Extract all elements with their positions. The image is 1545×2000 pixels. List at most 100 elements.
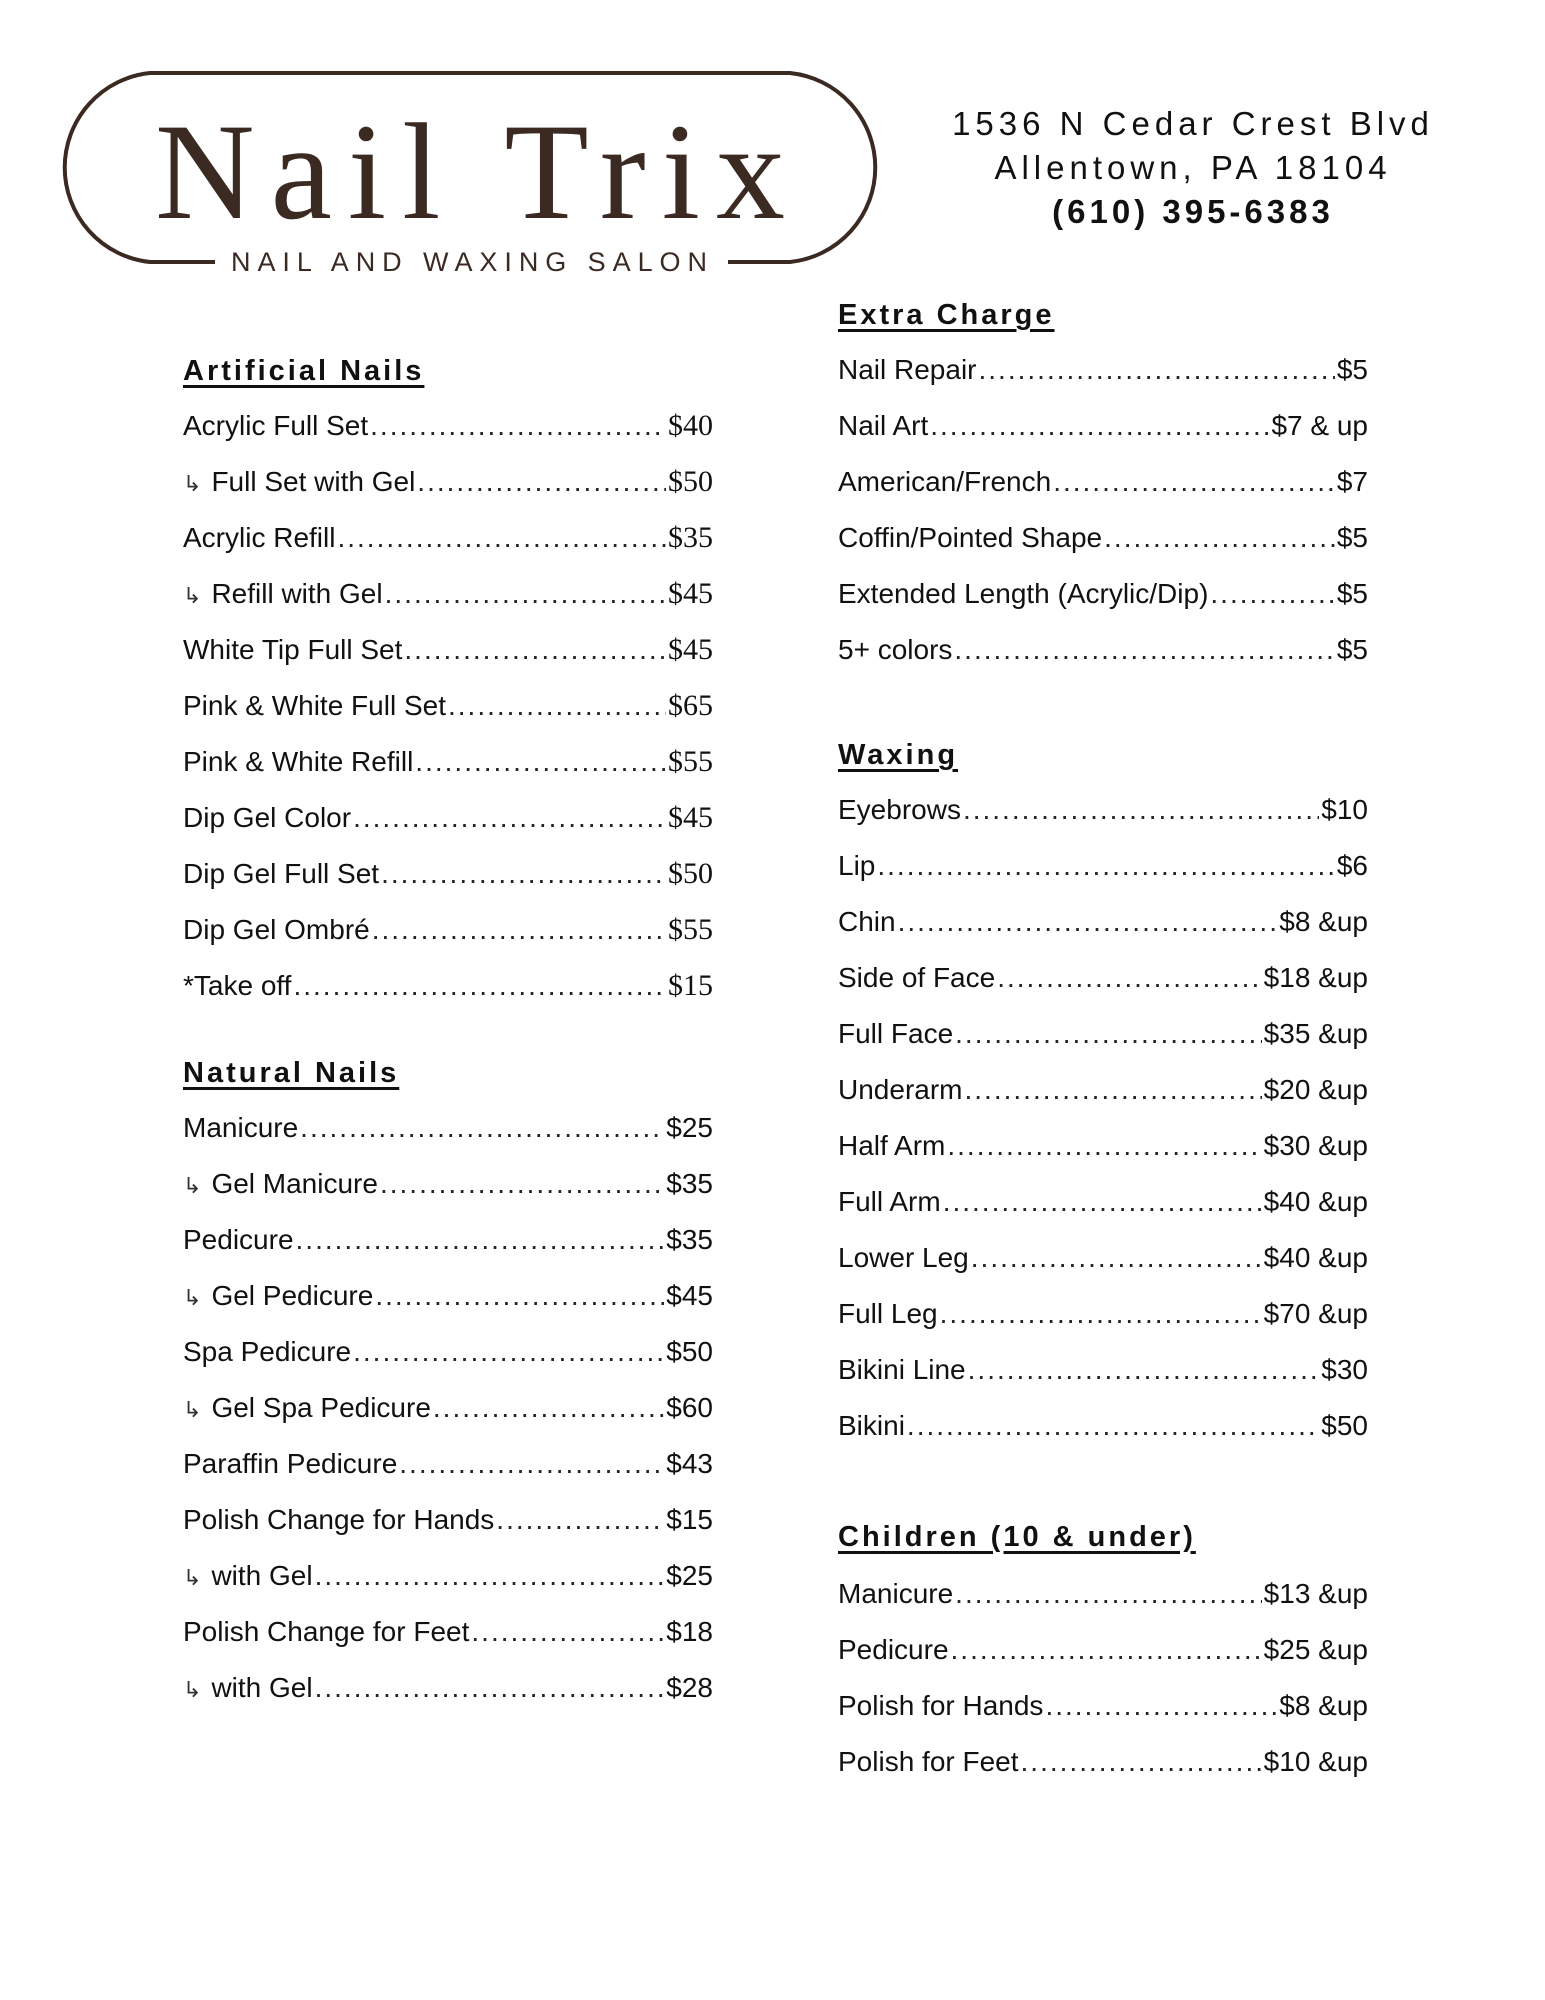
item-price: $45 <box>668 633 713 666</box>
item-price: $15 <box>668 969 713 1002</box>
address-block: 1536 N Cedar Crest Blvd Allentown, PA 18… <box>900 102 1486 234</box>
item-label: Coffin/Pointed Shape <box>838 522 1103 553</box>
item-price: $8 &up <box>1279 906 1368 937</box>
menu-item: Lip $6 <box>838 838 1368 894</box>
menu-item: Extended Length (Acrylic/Dip) $5 <box>838 566 1368 622</box>
item-label: Extended Length (Acrylic/Dip) <box>838 578 1209 609</box>
item-label: Dip Gel Color <box>183 802 352 833</box>
item-label: Pink & White Full Set <box>183 690 446 721</box>
item-label: Gel Manicure <box>211 1168 378 1199</box>
dot-leader <box>964 1062 1261 1118</box>
item-label: Polish Change for Feet <box>183 1616 470 1647</box>
menu-item: Underarm $20 &up <box>838 1062 1368 1118</box>
item-label: Bikini Line <box>838 1354 966 1385</box>
section-artificial-nails: Artificial Nails Acrylic Full Set $40 ↳ Full… <box>183 351 713 1002</box>
item-price: $15 <box>666 1504 713 1535</box>
section-children: Children (10 & under) Manicure $13 &up Pedi… <box>838 1517 1368 1777</box>
item-label: Polish Change for Hands <box>183 1504 495 1535</box>
item-label: *Take off <box>183 970 292 1001</box>
item-price: $18 <box>666 1616 713 1647</box>
item-price: $70 &up <box>1263 1298 1368 1329</box>
dot-leader <box>1104 510 1335 566</box>
item-label: Dip Gel Ombré <box>183 914 370 945</box>
section-natural-nails: Natural Nails Manicure $25 ↳ Gel Manicure $35… <box>183 1053 713 1703</box>
section-title: Children (10 & under) <box>838 1521 1196 1553</box>
item-price: $10 <box>1321 794 1368 825</box>
item-label: Eyebrows <box>838 794 961 825</box>
arrow-down-right-icon: ↳ <box>183 472 202 497</box>
section-waxing: Waxing Eyebrows $10 Lip $6 Chin $8 &up Side of … <box>838 735 1368 1441</box>
dot-leader <box>353 790 666 846</box>
menu-item: Dip Gel Full Set $50 <box>183 846 713 902</box>
item-label: with Gel <box>211 1560 313 1591</box>
item-label: Manicure <box>838 1578 954 1609</box>
arrow-down-right-icon: ↳ <box>183 1398 202 1423</box>
dot-leader <box>1210 566 1334 622</box>
item-price: $40 <box>668 409 713 442</box>
item-label: Nail Art <box>838 410 929 441</box>
item-price: $13 &up <box>1263 1578 1368 1609</box>
menu-item: ↳ with Gel $28 <box>183 1660 713 1716</box>
item-label: 5+ colors <box>838 634 953 665</box>
dot-leader <box>385 566 666 622</box>
dot-leader <box>375 1268 664 1324</box>
arrow-down-right-icon: ↳ <box>183 1174 202 1199</box>
dot-leader <box>930 398 1269 454</box>
dot-leader <box>300 1100 664 1156</box>
item-price: $65 <box>668 689 713 722</box>
menu-item: Polish for Feet $10 &up <box>838 1734 1368 1790</box>
menu-item: Spa Pedicure $50 <box>183 1324 713 1380</box>
menu-item: Polish Change for Hands $15 <box>183 1492 713 1548</box>
item-label: Dip Gel Full Set <box>183 858 380 889</box>
item-price: $7 & up <box>1271 410 1368 441</box>
item-price: $6 <box>1336 850 1368 881</box>
dot-leader <box>951 1622 1262 1678</box>
item-label: Pedicure <box>838 1634 949 1665</box>
dot-leader <box>877 838 1334 894</box>
item-label: Paraffin Pedicure <box>183 1448 398 1479</box>
menu-item: Eyebrows $10 <box>838 782 1368 838</box>
item-price: $8 &up <box>1279 1690 1368 1721</box>
dot-leader <box>907 1398 1319 1454</box>
item-label: Underarm <box>838 1074 963 1105</box>
arrow-down-right-icon: ↳ <box>183 584 202 609</box>
dot-leader <box>433 1380 664 1436</box>
menu-item: Polish Change for Feet $18 <box>183 1604 713 1660</box>
dot-leader <box>370 398 666 454</box>
item-price: $50 <box>668 857 713 890</box>
menu-item: Bikini Line $30 <box>838 1342 1368 1398</box>
menu-item: Full Arm $40 &up <box>838 1174 1368 1230</box>
item-price: $30 &up <box>1263 1130 1368 1161</box>
item-price: $50 <box>666 1336 713 1367</box>
item-price: $35 <box>666 1168 713 1199</box>
section-title: Waxing <box>838 739 959 771</box>
menu-item: Acrylic Refill $35 <box>183 510 713 566</box>
item-price: $50 <box>668 465 713 498</box>
logo-tagline: NAIL AND WAXING SALON <box>231 247 711 277</box>
dot-leader <box>381 846 666 902</box>
menu-item: Paraffin Pedicure $43 <box>183 1436 713 1492</box>
item-label: Lip <box>838 850 876 881</box>
dot-leader <box>955 1566 1262 1622</box>
item-label: Chin <box>838 906 896 937</box>
item-label: Bikini <box>838 1410 905 1441</box>
menu-item: Dip Gel Ombré $55 <box>183 902 713 958</box>
item-price: $25 &up <box>1263 1634 1368 1665</box>
dot-leader <box>1045 1678 1277 1734</box>
menu-item: Chin $8 &up <box>838 894 1368 950</box>
item-price: $7 <box>1336 466 1368 497</box>
phone-number: (610) 395-6383 <box>1052 193 1334 230</box>
dot-leader <box>955 1006 1262 1062</box>
menu-item: ↳ Gel Pedicure $45 <box>183 1268 713 1324</box>
dot-leader <box>940 1286 1262 1342</box>
menu-item: Full Face $35 &up <box>838 1006 1368 1062</box>
dot-leader <box>979 342 1335 398</box>
item-label: Full Face <box>838 1018 954 1049</box>
item-label: Refill with Gel <box>211 578 383 609</box>
item-price: $5 <box>1336 634 1368 665</box>
menu-item: Nail Art $7 & up <box>838 398 1368 454</box>
dot-leader <box>399 1436 664 1492</box>
arrow-down-right-icon: ↳ <box>183 1286 202 1311</box>
item-price: $40 &up <box>1263 1186 1368 1217</box>
dot-leader <box>404 622 666 678</box>
